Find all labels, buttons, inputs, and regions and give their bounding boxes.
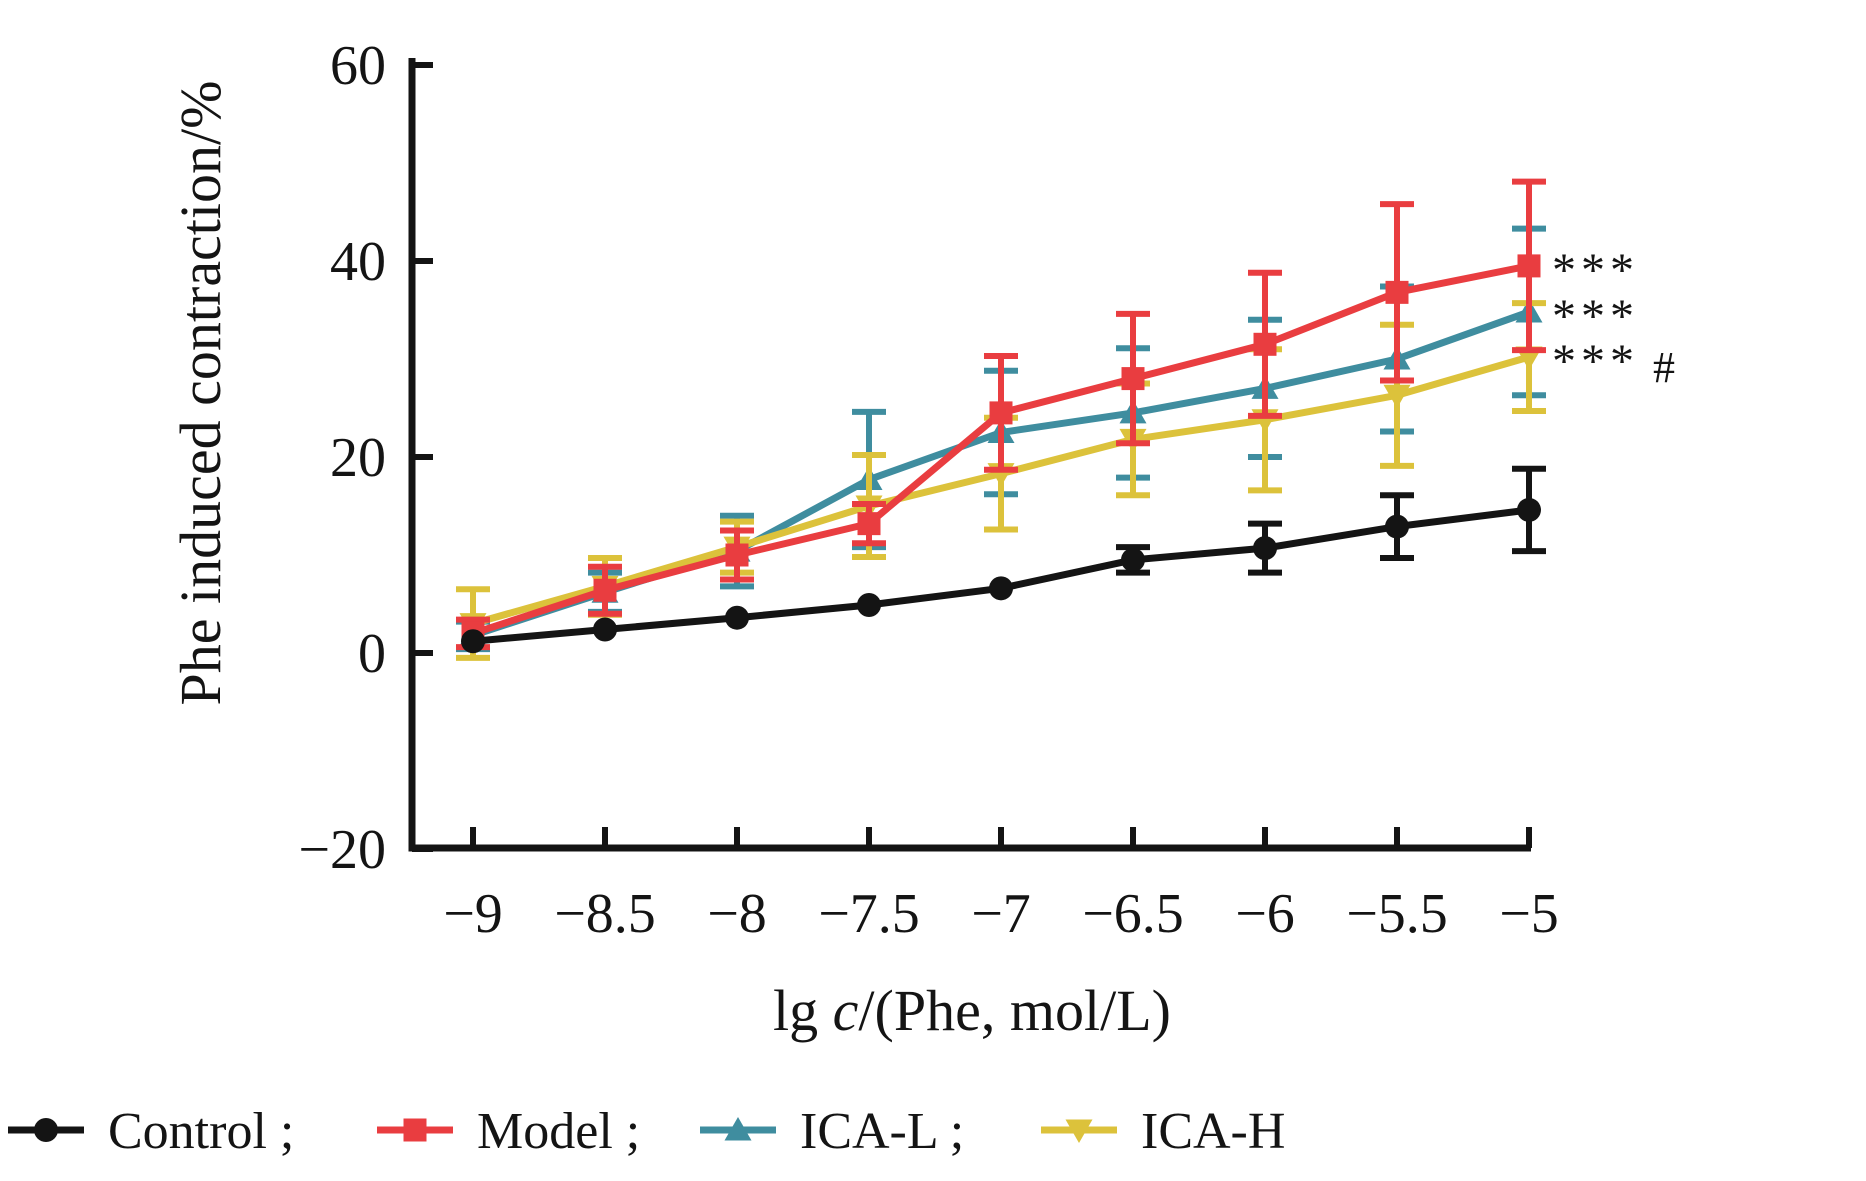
marker-model	[1121, 367, 1145, 391]
x-tick-label: −8	[707, 883, 767, 945]
legend-item-ica-l: ICA-L ;	[700, 1103, 964, 1160]
marker-control	[1385, 514, 1409, 539]
x-tick-label: −5.5	[1346, 883, 1448, 945]
legend-item-model: Model ;	[377, 1103, 640, 1160]
marker-model	[1517, 254, 1541, 278]
marker-ica-h	[1383, 384, 1411, 409]
marker-model	[989, 401, 1013, 425]
marker-legend-model	[403, 1118, 427, 1142]
marker-control	[1121, 547, 1145, 572]
x-tick-label: −7	[971, 883, 1031, 945]
marker-model	[1385, 280, 1409, 304]
x-tick-label: −8.5	[554, 883, 656, 945]
x-axis-title-var: c	[833, 978, 859, 1043]
significance-stars: ***	[1552, 244, 1639, 297]
marker-control	[725, 605, 749, 630]
y-tick-label: 0	[358, 623, 386, 685]
x-tick-label: −7.5	[818, 883, 920, 945]
x-tick-label: −6	[1235, 883, 1295, 945]
y-tick-label: 20	[330, 427, 386, 489]
marker-control	[1253, 536, 1277, 561]
legend-item-control: Control ;	[8, 1103, 294, 1160]
marker-control	[593, 617, 617, 642]
x-tick-label: −5	[1499, 883, 1559, 945]
significance-hash: #	[1653, 343, 1675, 392]
significance-annotation: *** #	[1552, 335, 1675, 392]
marker-model	[725, 543, 749, 567]
x-tick-label: −9	[443, 883, 503, 945]
axes: −20 0 20 40 60 −9 −8.5 −8 −7.5 −7 −6.5 −6 −5.5 −5	[298, 35, 1558, 945]
legend-label-control: Control ;	[108, 1103, 294, 1160]
plot-series	[456, 178, 1546, 661]
marker-legend-control	[34, 1118, 58, 1142]
legend-label-ica-l: ICA-L ;	[800, 1103, 964, 1160]
significance-annotations: ********* #	[1552, 244, 1675, 392]
marker-legend-ica-l	[724, 1117, 752, 1141]
legend-label-model: Model ;	[477, 1103, 640, 1160]
y-tick-label: 40	[330, 231, 386, 293]
significance-annotation: ***	[1552, 290, 1639, 343]
marker-control	[989, 576, 1013, 601]
significance-stars: ***	[1552, 335, 1639, 388]
significance-annotation: ***	[1552, 244, 1639, 297]
x-tick-label: −6.5	[1082, 883, 1184, 945]
x-axis-title: lg c/(Phe, mol/L)	[773, 978, 1171, 1043]
marker-model	[1253, 332, 1277, 356]
marker-control	[461, 629, 485, 654]
y-tick-label: 60	[330, 35, 386, 97]
marker-model	[857, 512, 881, 536]
marker-model	[593, 578, 617, 602]
marker-control	[1517, 497, 1541, 522]
legend-item-ica-h: ICA-H	[1041, 1103, 1285, 1160]
marker-control	[857, 592, 881, 617]
x-axis-title-pre: lg	[773, 978, 833, 1043]
marker-legend-ica-h	[1065, 1119, 1093, 1143]
significance-stars: ***	[1552, 290, 1639, 343]
y-tick-label: −20	[298, 819, 386, 881]
legend-label-ica-h: ICA-H	[1141, 1103, 1285, 1160]
x-axis-title-post: /(Phe, mol/L)	[858, 978, 1171, 1043]
series-control	[461, 465, 1546, 654]
y-axis-title: Phe induced contraction/%	[168, 81, 233, 706]
legend: Control ; Model ; ICA-L ; ICA-H	[8, 1103, 1285, 1160]
